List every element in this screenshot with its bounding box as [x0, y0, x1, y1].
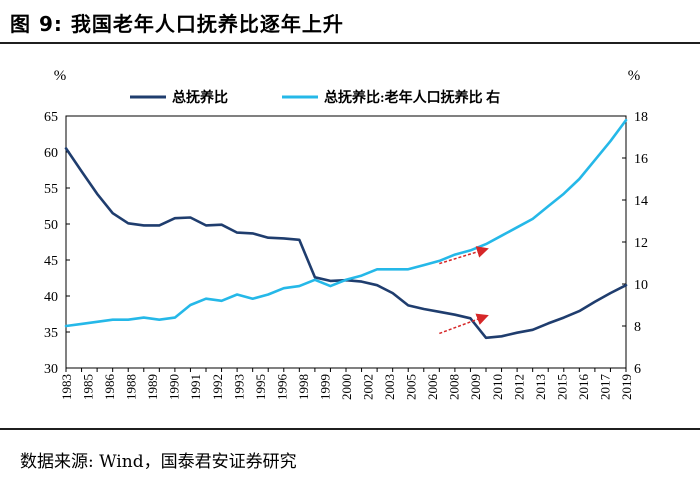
line-chart: 30 35 40 45 50 55 60 65 6 8 10 12 14 16 18% % 1983 1985 19…	[44, 68, 648, 400]
left-tick-label: 50	[44, 218, 58, 233]
x-tick-label: 1986	[102, 374, 117, 401]
x-tick-label: 1990	[167, 374, 182, 400]
x-tick-label: 1999	[317, 374, 332, 400]
left-tick-label: 55	[44, 182, 58, 197]
x-tick-label: 2008	[447, 374, 462, 400]
left-tick-label: 60	[44, 146, 58, 161]
figure-title: 图 9: 我国老年人口抚养比逐年上升	[10, 12, 344, 36]
chart-legend: 总抚养比 总抚养比:老年人口抚养比 右	[130, 89, 500, 106]
plot-frame	[65, 115, 627, 369]
right-tick-label: 18	[634, 110, 648, 125]
left-tick-label: 40	[44, 290, 58, 305]
x-tick-label: 2000	[339, 374, 354, 400]
top-rule	[0, 42, 700, 44]
x-tick-label: 2006	[425, 374, 440, 401]
x-tick-label: 1993	[231, 374, 246, 400]
chart-axes: 30 35 40 45 50 55 60 65 6 8 10 12 14 16 18% % 1983 1985 19…	[44, 68, 648, 400]
x-tick-label: 1985	[81, 374, 96, 400]
left-tick-label: 35	[44, 326, 58, 341]
x-tick-label: 2003	[382, 374, 397, 400]
trend-arrow	[439, 313, 489, 335]
left-tick-label: 65	[44, 110, 58, 125]
x-tick-label: 2016	[576, 374, 591, 401]
x-tick-label: 2009	[468, 374, 483, 400]
left-axis-unit: %	[54, 68, 67, 84]
x-tick-label: 1992	[210, 374, 225, 400]
x-tick-label: 1988	[124, 374, 139, 400]
x-tick-label: 2002	[361, 374, 376, 400]
left-tick-label: 30	[44, 362, 58, 377]
series-layer	[64, 118, 628, 340]
right-tick-label: 8	[634, 320, 641, 335]
legend-label: 总抚养比	[172, 89, 228, 106]
right-tick-label: 14	[634, 194, 648, 209]
legend-label: 总抚养比:老年人口抚养比 右	[324, 89, 500, 106]
series-line-elderly-dependency	[64, 118, 628, 328]
source-note: 数据来源: Wind，国泰君安证券研究	[20, 452, 297, 472]
trend-arrow	[439, 246, 489, 265]
x-tick-label: 2010	[490, 374, 505, 400]
right-axis-unit: %	[628, 68, 641, 84]
annotation-layer	[439, 246, 489, 335]
x-tick-label: 1991	[188, 374, 203, 400]
x-tick-label: 1998	[296, 374, 311, 400]
right-tick-label: 12	[634, 236, 648, 251]
x-tick-label: 1995	[253, 374, 268, 400]
x-tick-label: 2013	[533, 374, 548, 400]
left-tick-label: 45	[44, 254, 58, 269]
x-tick-label: 1996	[274, 374, 289, 401]
x-tick-label: 2012	[511, 374, 526, 400]
series-line-total-dependency	[64, 147, 628, 340]
x-tick-label: 2005	[404, 374, 419, 400]
right-tick-label: 10	[634, 278, 648, 293]
right-tick-label: 16	[634, 152, 648, 167]
bottom-rule	[0, 428, 700, 430]
right-tick-label: 6	[634, 362, 641, 377]
x-tick-label: 1989	[145, 374, 160, 400]
x-tick-label: 1983	[59, 374, 74, 400]
x-tick-label: 2019	[619, 374, 634, 400]
x-tick-label: 2017	[597, 374, 612, 401]
x-tick-label: 2015	[554, 374, 569, 400]
